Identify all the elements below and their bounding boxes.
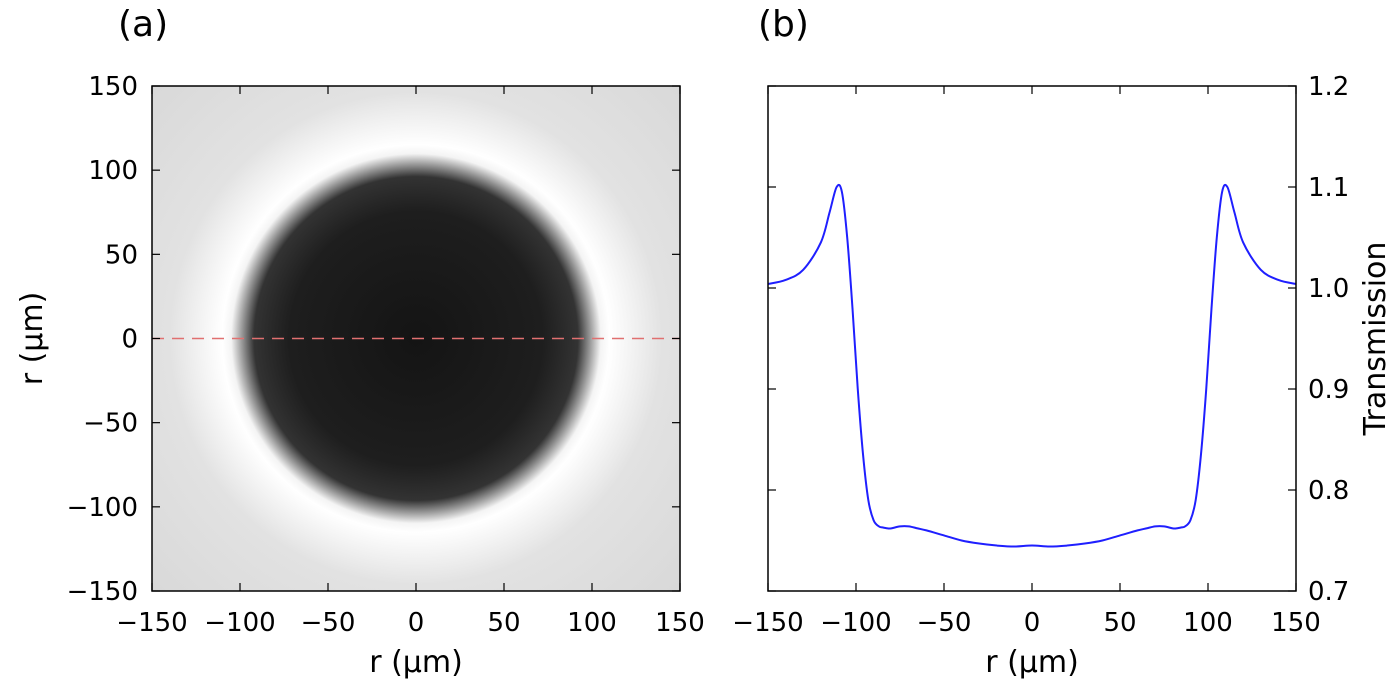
heatmap-x-axis-label: r (μm) — [369, 645, 463, 680]
line-chart-y-tick-label: 1.2 — [1308, 72, 1349, 102]
line-chart-x-tick-label: 50 — [1103, 608, 1136, 638]
line-chart-frame — [767, 85, 1297, 592]
line-chart-x-axis-label: r (μm) — [985, 645, 1079, 680]
heatmap-y-axis-label: r (μm) — [15, 292, 50, 386]
heatmap-x-tick-label: 50 — [487, 608, 520, 638]
heatmap-y-tick-label: −100 — [67, 493, 138, 523]
heatmap-x-tick-label: −150 — [116, 608, 187, 638]
line-chart-x-tick-label: 100 — [1183, 608, 1233, 638]
heatmap-x-tick-label: 100 — [567, 608, 617, 638]
line-chart-x-tick-label: −150 — [732, 608, 803, 638]
heatmap-x-tick-label: −50 — [301, 608, 356, 638]
heatmap-y-tick-label: 50 — [105, 240, 138, 270]
line-chart-y-tick-label: 0.8 — [1308, 476, 1349, 506]
line-chart-y-axis-label: Transmission — [1358, 242, 1393, 437]
line-chart-x-tick-label: −100 — [820, 608, 891, 638]
panel-b-label: (b) — [758, 4, 809, 45]
heatmap-x-tick-label: 0 — [408, 608, 425, 638]
heatmap-ticks: −150 −100 −50 0 50 100 150 −150 −100 −50 0 50 100 150 — [67, 72, 705, 638]
heatmap-panel: −150 −100 −50 0 50 100 150 −150 −100 −50 0 50 100 150… — [15, 72, 705, 680]
line-chart-y-tick-label: 0.7 — [1308, 577, 1349, 607]
line-chart-x-tick-label: 0 — [1024, 608, 1041, 638]
transmission-line — [768, 183, 1296, 548]
line-chart-x-tick-label: 150 — [1271, 608, 1321, 638]
heatmap-y-tick-label: −50 — [83, 409, 138, 439]
line-chart-y-tick-label: 1.1 — [1308, 173, 1349, 203]
heatmap-y-tick-label: 150 — [88, 72, 138, 102]
panel-a-label: (a) — [118, 4, 168, 45]
line-chart-x-tick-label: −50 — [917, 608, 972, 638]
line-chart-y-tick-label: 0.9 — [1308, 375, 1349, 405]
line-chart-y-tick-label: 1.0 — [1308, 274, 1349, 304]
heatmap-y-tick-label: −150 — [67, 577, 138, 607]
heatmap-x-tick-label: −100 — [204, 608, 275, 638]
heatmap-x-tick-label: 150 — [655, 608, 705, 638]
heatmap-y-tick-label: 0 — [121, 325, 138, 355]
heatmap-y-tick-label: 100 — [88, 156, 138, 186]
